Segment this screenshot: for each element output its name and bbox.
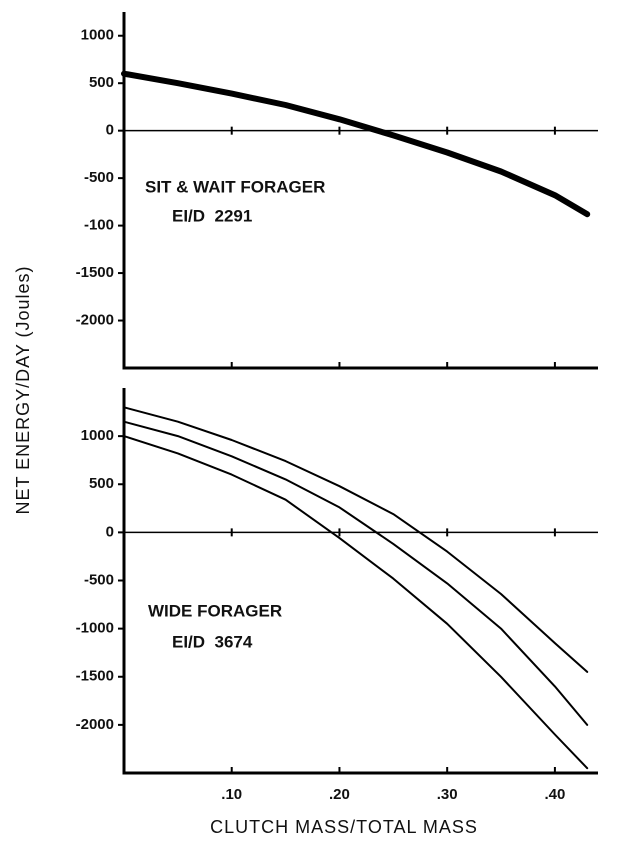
data-line — [123, 420, 589, 726]
y-tick-label: -1500 — [76, 264, 114, 281]
annotation: EI/D 3674 — [172, 632, 253, 651]
y-tick-label: -1000 — [76, 620, 114, 637]
y-tick-label: -2000 — [76, 716, 114, 733]
annotation: WIDE FORAGER — [148, 601, 282, 620]
y-tick-label: -100 — [84, 217, 114, 234]
data-line — [121, 70, 591, 218]
data-line — [123, 435, 589, 770]
y-tick-label: 0 — [106, 122, 114, 139]
annotation: SIT & WAIT FORAGER — [145, 177, 325, 196]
y-tick-label: 1000 — [81, 427, 114, 444]
y-axis-label: NET ENERGY/DAY (Joules) — [13, 265, 33, 514]
annotation: EI/D 2291 — [172, 206, 252, 225]
y-tick-label: -2000 — [76, 312, 114, 329]
x-tick-label: .30 — [437, 786, 458, 803]
y-tick-label: -500 — [84, 571, 114, 588]
data-line — [123, 406, 589, 673]
x-axis-label: CLUTCH MASS/TOTAL MASS — [210, 817, 478, 837]
y-tick-label: 0 — [106, 523, 114, 540]
y-tick-label: 1000 — [81, 27, 114, 44]
x-tick-label: .10 — [221, 786, 242, 803]
y-tick-label: -1500 — [76, 668, 114, 685]
y-tick-label: -500 — [84, 169, 114, 186]
y-tick-label: 500 — [89, 74, 114, 91]
x-tick-label: .20 — [329, 786, 350, 803]
x-tick-label: .40 — [544, 786, 565, 803]
y-tick-label: 500 — [89, 475, 114, 492]
